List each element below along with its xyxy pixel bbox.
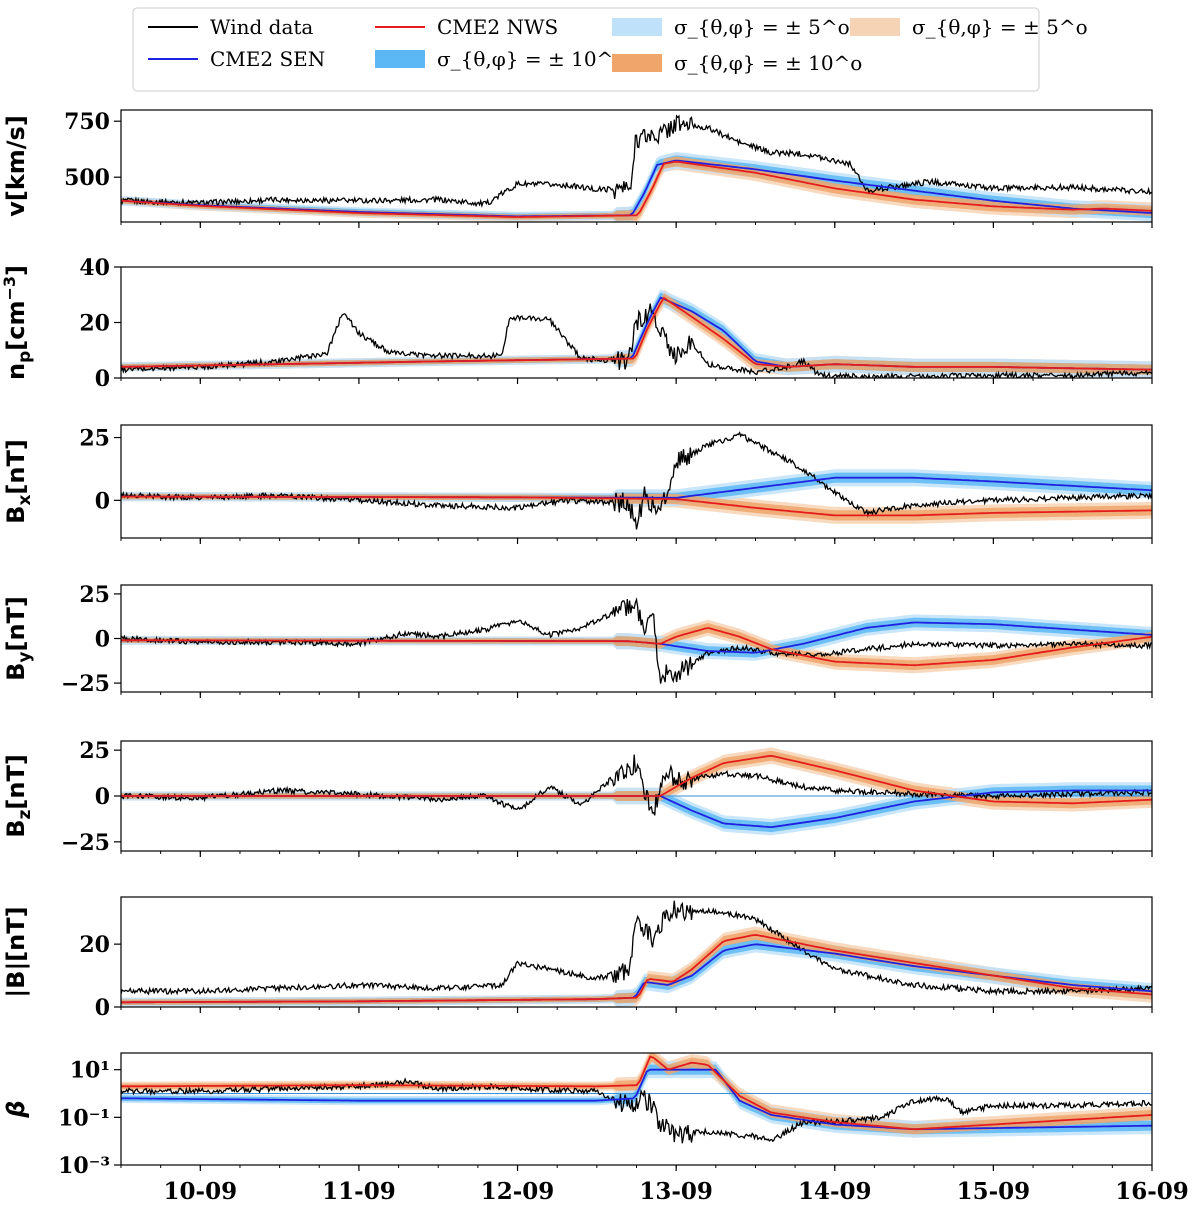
- panel-v: 500 750 v[km/s]: [2, 109, 1153, 228]
- y-tick-label: 25: [79, 738, 110, 764]
- y-axis-label: |B|[nT]: [2, 906, 30, 997]
- panel-bz: −25 0 25 Bz[nT]: [2, 738, 1153, 857]
- y-axis-label: Bx[nT]: [2, 439, 35, 524]
- y-tick-label: 0: [95, 627, 110, 653]
- y-tick-label: 20: [79, 932, 110, 958]
- legend-band-swatch: [375, 50, 425, 68]
- y-tick-label: 500: [64, 165, 110, 191]
- x-tick-label: 14-09: [798, 1178, 872, 1205]
- plot-area: [121, 597, 1152, 684]
- panels: 500 750 v[km/s] 0 20 40 np[cm−3] 0 25 Bx[nT] −25 0 2…: [0, 109, 1153, 1179]
- plot-area: [121, 289, 1152, 378]
- legend-frame: [132, 7, 1040, 92]
- y-axis-label: np[cm−3]: [0, 265, 35, 380]
- panel-by: −25 0 25 By[nT]: [2, 582, 1153, 698]
- plot-area: [121, 747, 1152, 836]
- y-axis-label: v[km/s]: [2, 115, 30, 217]
- wind-data-line: [121, 597, 1152, 684]
- cme2-nws-line: [121, 160, 1152, 218]
- x-tick-label: 16-09: [1115, 1178, 1189, 1205]
- legend-label: CME2 SEN: [210, 47, 325, 71]
- cme2-sen-line: [121, 159, 1152, 218]
- nws-5deg-band: [121, 153, 1152, 222]
- panel-frame: [120, 1052, 1153, 1166]
- wind-data-line: [121, 900, 1152, 997]
- nws-10deg-band: [121, 1053, 1152, 1135]
- cme2-nws-line: [121, 296, 1152, 371]
- panel-bx: 0 25 Bx[nT]: [2, 424, 1153, 544]
- y-tick-label: −25: [61, 671, 110, 697]
- y-tick-label: 10⁻³: [58, 1153, 110, 1179]
- wind-data-line: [121, 1077, 1152, 1144]
- legend-label: σ_{θ,φ} = ± 10^o: [674, 51, 862, 75]
- plot-area: [121, 114, 1152, 222]
- cme2-nws-line: [121, 627, 1152, 667]
- legend-label: σ_{θ,φ} = ± 10^o: [437, 47, 625, 71]
- y-axis-label: By[nT]: [2, 596, 35, 681]
- legend-entry: CME2 SEN: [148, 47, 325, 71]
- y-tick-label: 10⁻¹: [58, 1105, 110, 1131]
- x-tick-label: 12-09: [481, 1178, 555, 1205]
- nws-10deg-band: [121, 623, 1152, 671]
- cme2-nws-line: [121, 1055, 1152, 1131]
- panel-np: 0 20 40 np[cm−3]: [0, 255, 1153, 392]
- legend-entry: σ_{θ,φ} = ± 5^o: [612, 15, 850, 39]
- legend-label: σ_{θ,φ} = ± 5^o: [674, 15, 850, 39]
- legend-entry: Wind data: [148, 15, 313, 39]
- x-tick-label: 13-09: [639, 1178, 713, 1205]
- y-axis-label: Bz[nT]: [2, 754, 35, 838]
- shared-x-axis: 10-09 11-09 12-09 13-09 14-09 15-09 16-09: [164, 1178, 1189, 1205]
- legend-band-swatch: [850, 18, 900, 36]
- x-tick-label: 11-09: [322, 1178, 396, 1205]
- wind-data-line: [121, 303, 1152, 378]
- plot-area: [121, 431, 1152, 530]
- legend-band-swatch: [612, 54, 662, 72]
- y-tick-label: 0: [95, 784, 110, 810]
- y-axis-label: β: [2, 1100, 30, 1118]
- nws-10deg-band: [121, 493, 1152, 521]
- y-tick-label: 0: [95, 995, 110, 1021]
- legend-label: CME2 NWS: [437, 15, 558, 39]
- legend-entry: σ_{θ,φ} = ± 10^o: [375, 47, 625, 71]
- panel-btot: 0 20 |B|[nT]: [2, 896, 1153, 1021]
- y-tick-label: 25: [79, 426, 110, 452]
- wind-data-line: [121, 754, 1152, 816]
- legend: Wind data CME2 SEN CME2 NWS σ_{θ,φ} = ± 10^…: [132, 7, 1088, 92]
- y-tick-label: 20: [79, 311, 110, 337]
- x-tick-label: 15-09: [957, 1178, 1031, 1205]
- x-tick-label: 10-09: [164, 1178, 238, 1205]
- legend-band-swatch: [612, 18, 662, 36]
- y-tick-label: 750: [64, 109, 110, 135]
- legend-label: σ_{θ,φ} = ± 5^o: [912, 15, 1088, 39]
- plot-area: [121, 1053, 1152, 1144]
- panel-beta: 10⁻³ 10⁻¹ 10¹ β: [2, 1052, 1153, 1179]
- cme2-nws-line: [121, 754, 1152, 805]
- legend-entry: σ_{θ,φ} = ± 5^o: [850, 15, 1088, 39]
- y-tick-label: 25: [79, 582, 110, 608]
- plot-area: [121, 900, 1152, 1007]
- cme2-nws-line: [121, 495, 1152, 517]
- legend-entry: σ_{θ,φ} = ± 10^o: [612, 51, 862, 75]
- y-tick-label: 0: [95, 488, 110, 514]
- y-tick-label: 10¹: [70, 1058, 110, 1084]
- legend-entry: CME2 NWS: [375, 15, 558, 39]
- y-tick-label: 40: [79, 255, 110, 281]
- cme2-sen-line: [121, 1068, 1152, 1131]
- legend-label: Wind data: [210, 15, 313, 39]
- y-tick-label: −25: [61, 830, 110, 856]
- y-tick-label: 0: [95, 366, 110, 392]
- cme2-nws-line: [121, 934, 1152, 1004]
- wind-data-line: [121, 114, 1152, 209]
